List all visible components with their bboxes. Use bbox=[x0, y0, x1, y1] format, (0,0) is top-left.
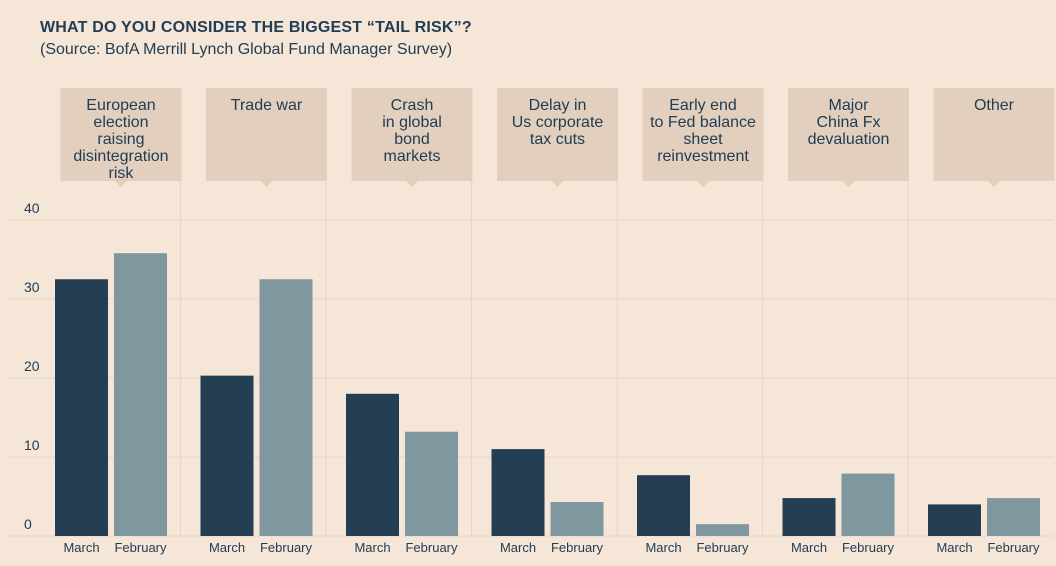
bar-march bbox=[200, 375, 254, 536]
x-axis-label-march: March bbox=[354, 540, 390, 555]
x-axis-label-february: February bbox=[551, 540, 604, 555]
x-axis-label-february: February bbox=[987, 540, 1040, 555]
category-label-line: European bbox=[86, 97, 155, 114]
bar-march bbox=[637, 475, 690, 536]
category-label-pointer bbox=[842, 181, 855, 187]
x-axis-label-march: March bbox=[500, 540, 536, 555]
category-label-line: Early end bbox=[669, 97, 737, 114]
category-label-line: in global bbox=[382, 114, 442, 131]
category-label-pointer bbox=[988, 181, 1000, 187]
bar-february bbox=[696, 524, 749, 536]
category-label-line: Trade war bbox=[231, 97, 303, 114]
category-label-box bbox=[351, 88, 473, 181]
x-axis-label-february: February bbox=[842, 540, 895, 555]
category-label-box bbox=[60, 88, 182, 181]
x-axis-label-march: March bbox=[645, 540, 681, 555]
category-label-line: raising bbox=[97, 131, 144, 148]
category-label-pointer bbox=[115, 181, 127, 187]
x-axis-label-march: March bbox=[209, 540, 245, 555]
category-label-box bbox=[788, 88, 909, 181]
category-label-line: reinvestment bbox=[657, 148, 749, 165]
bar-march bbox=[55, 279, 108, 536]
category-label-line: Us corporate bbox=[512, 114, 604, 131]
category-label-line: election bbox=[93, 114, 148, 131]
bar-march bbox=[491, 449, 545, 536]
bar-march bbox=[928, 504, 981, 536]
category-label-line: Delay in bbox=[529, 97, 587, 114]
chart-subtitle: (Source: BofA Merrill Lynch Global Fund … bbox=[40, 41, 453, 58]
category-label-pointer bbox=[697, 181, 709, 187]
category-label-line: Crash bbox=[391, 97, 434, 114]
category-label-box bbox=[206, 88, 327, 181]
y-tick-label: 40 bbox=[24, 200, 40, 216]
x-axis-label-february: February bbox=[405, 540, 458, 555]
category-label-pointer bbox=[406, 181, 418, 187]
category-label: Delay in Us corporate tax cuts bbox=[512, 97, 604, 148]
category-label-line: China Fx bbox=[816, 114, 880, 131]
category-label-line: to Fed balance bbox=[650, 114, 756, 131]
category-label: Other bbox=[974, 97, 1015, 114]
x-axis-label-march: March bbox=[63, 540, 99, 555]
category-label-line: tax cuts bbox=[530, 131, 585, 148]
category-label-line: sheet bbox=[683, 131, 723, 148]
bar-march bbox=[346, 393, 399, 536]
category-label-box bbox=[497, 88, 618, 181]
category-label: Crash in global bond markets bbox=[382, 97, 442, 165]
bar-february bbox=[550, 502, 604, 536]
category-label-line: markets bbox=[384, 148, 441, 165]
category-label-pointer bbox=[551, 181, 564, 187]
x-axis-label-february: February bbox=[260, 540, 313, 555]
category-label: Trade war bbox=[231, 97, 303, 114]
x-axis-label-february: February bbox=[114, 540, 167, 555]
category-label-line: Other bbox=[974, 97, 1015, 114]
bar-february bbox=[841, 473, 895, 536]
y-tick-label: 10 bbox=[24, 437, 40, 453]
category-label-line: risk bbox=[109, 165, 135, 182]
bar-march bbox=[782, 498, 836, 536]
chart-title: WHAT DO YOU CONSIDER THE BIGGEST “TAIL R… bbox=[40, 19, 472, 36]
category-label-line: bond bbox=[394, 131, 430, 148]
category-label: European election raising disintegration ris… bbox=[73, 97, 168, 182]
category-label-line: Major bbox=[828, 97, 869, 114]
bar-february bbox=[259, 279, 313, 536]
category-label-line: devaluation bbox=[808, 131, 890, 148]
category-label: Early end to Fed balance sheet reinvestment bbox=[650, 97, 756, 165]
category-label-line: disintegration bbox=[73, 148, 168, 165]
category-label-pointer bbox=[260, 181, 273, 187]
bar-february bbox=[405, 431, 458, 536]
x-axis-label-march: March bbox=[791, 540, 827, 555]
y-tick-label: 20 bbox=[24, 358, 40, 374]
x-axis-label-march: March bbox=[936, 540, 972, 555]
category-label: Major China Fx devaluation bbox=[808, 97, 890, 148]
category-label-box bbox=[642, 88, 764, 181]
x-axis-label-february: February bbox=[696, 540, 749, 555]
y-tick-label: 30 bbox=[24, 279, 40, 295]
bar-february bbox=[114, 253, 167, 536]
category-label-box bbox=[933, 88, 1055, 181]
y-tick-label: 0 bbox=[24, 516, 32, 532]
bar-february bbox=[987, 498, 1040, 536]
